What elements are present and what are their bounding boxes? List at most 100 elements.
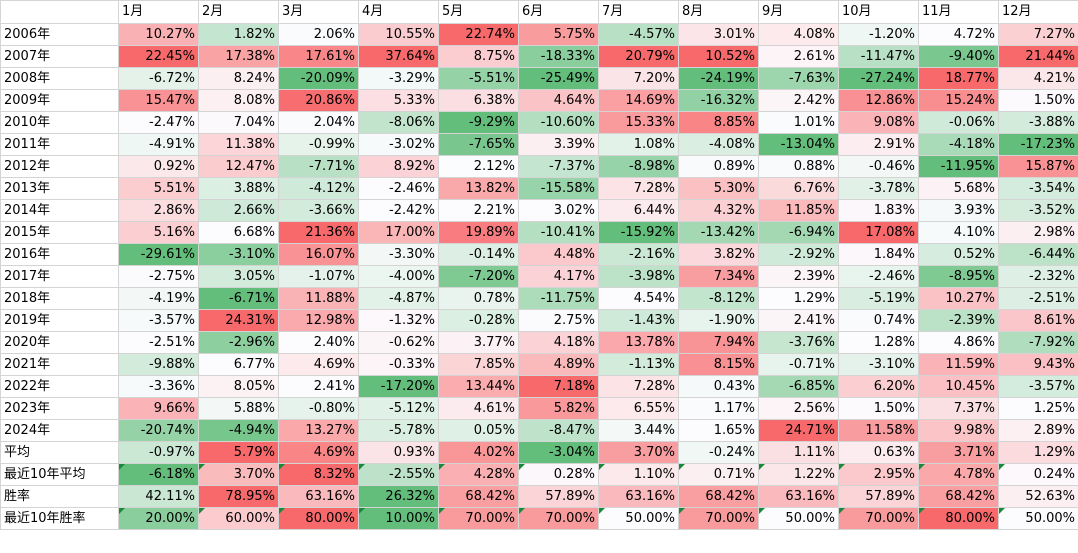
average-cell[interactable]: 4.78% bbox=[918, 463, 999, 486]
year-label[interactable]: 2017年 bbox=[0, 265, 119, 288]
return-cell[interactable]: -20.74% bbox=[118, 419, 199, 442]
return-cell[interactable]: -11.75% bbox=[518, 287, 599, 310]
win-rate-cell[interactable]: 63.16% bbox=[758, 485, 839, 508]
return-cell[interactable]: 2.06% bbox=[278, 23, 359, 46]
return-cell[interactable]: -0.33% bbox=[358, 353, 439, 376]
win-rate-cell[interactable]: 68.42% bbox=[438, 485, 519, 508]
return-cell[interactable]: -1.13% bbox=[598, 353, 679, 376]
month-header-11[interactable]: 11月 bbox=[918, 0, 999, 24]
return-cell[interactable]: -6.85% bbox=[758, 375, 839, 398]
return-cell[interactable]: 4.21% bbox=[998, 67, 1078, 90]
return-cell[interactable]: 9.43% bbox=[998, 353, 1078, 376]
return-cell[interactable]: -4.08% bbox=[678, 133, 759, 156]
average-cell[interactable]: 1.29% bbox=[998, 441, 1078, 464]
return-cell[interactable]: -3.98% bbox=[598, 265, 679, 288]
year-label[interactable]: 2012年 bbox=[0, 155, 119, 178]
return-cell[interactable]: 4.32% bbox=[678, 199, 759, 222]
average-cell[interactable]: 4.28% bbox=[438, 463, 519, 486]
win-rate-cell[interactable]: 50.00% bbox=[598, 507, 679, 530]
return-cell[interactable]: -17.23% bbox=[998, 133, 1078, 156]
return-cell[interactable]: 0.74% bbox=[838, 309, 919, 332]
return-cell[interactable]: -2.75% bbox=[118, 265, 199, 288]
return-cell[interactable]: -7.37% bbox=[518, 155, 599, 178]
return-cell[interactable]: 1.65% bbox=[678, 419, 759, 442]
year-label[interactable]: 2024年 bbox=[0, 419, 119, 442]
return-cell[interactable]: -2.47% bbox=[118, 111, 199, 134]
return-cell[interactable]: -4.18% bbox=[918, 133, 999, 156]
return-cell[interactable]: -0.28% bbox=[438, 309, 519, 332]
return-cell[interactable]: -2.51% bbox=[998, 287, 1078, 310]
year-label[interactable]: 2009年 bbox=[0, 89, 119, 112]
return-cell[interactable]: 20.86% bbox=[278, 89, 359, 112]
month-header-3[interactable]: 3月 bbox=[278, 0, 359, 24]
year-label[interactable]: 2023年 bbox=[0, 397, 119, 420]
return-cell[interactable]: -3.54% bbox=[998, 177, 1078, 200]
return-cell[interactable]: -3.30% bbox=[358, 243, 439, 266]
return-cell[interactable]: 11.58% bbox=[838, 419, 919, 442]
return-cell[interactable]: 11.59% bbox=[918, 353, 999, 376]
return-cell[interactable]: 37.64% bbox=[358, 45, 439, 68]
return-cell[interactable]: 15.47% bbox=[118, 89, 199, 112]
return-cell[interactable]: -24.19% bbox=[678, 67, 759, 90]
return-cell[interactable]: -3.78% bbox=[838, 177, 919, 200]
win-rate-cell[interactable]: 60.00% bbox=[198, 507, 279, 530]
return-cell[interactable]: -0.06% bbox=[918, 111, 999, 134]
year-label[interactable]: 2016年 bbox=[0, 243, 119, 266]
return-cell[interactable]: 13.82% bbox=[438, 177, 519, 200]
return-cell[interactable]: -0.99% bbox=[278, 133, 359, 156]
return-cell[interactable]: 6.77% bbox=[198, 353, 279, 376]
return-cell[interactable]: -6.94% bbox=[758, 221, 839, 244]
return-cell[interactable]: -7.20% bbox=[438, 265, 519, 288]
return-cell[interactable]: -3.57% bbox=[998, 375, 1078, 398]
return-cell[interactable]: 10.52% bbox=[678, 45, 759, 68]
return-cell[interactable]: 1.84% bbox=[838, 243, 919, 266]
return-cell[interactable]: 7.20% bbox=[598, 67, 679, 90]
return-cell[interactable]: -6.72% bbox=[118, 67, 199, 90]
return-cell[interactable]: 5.88% bbox=[198, 397, 279, 420]
return-cell[interactable]: 4.48% bbox=[518, 243, 599, 266]
return-cell[interactable]: -3.36% bbox=[118, 375, 199, 398]
year-label[interactable]: 2014年 bbox=[0, 199, 119, 222]
average-cell[interactable]: -0.24% bbox=[678, 441, 759, 464]
return-cell[interactable]: -9.88% bbox=[118, 353, 199, 376]
month-header-8[interactable]: 8月 bbox=[678, 0, 759, 24]
return-cell[interactable]: 2.75% bbox=[518, 309, 599, 332]
return-cell[interactable]: 1.01% bbox=[758, 111, 839, 134]
return-cell[interactable]: -29.61% bbox=[118, 243, 199, 266]
return-cell[interactable]: 0.43% bbox=[678, 375, 759, 398]
year-label[interactable]: 2006年 bbox=[0, 23, 119, 46]
return-cell[interactable]: -8.12% bbox=[678, 287, 759, 310]
return-cell[interactable]: 1.28% bbox=[838, 331, 919, 354]
return-cell[interactable]: 6.20% bbox=[838, 375, 919, 398]
return-cell[interactable]: 8.24% bbox=[198, 67, 279, 90]
return-cell[interactable]: -2.39% bbox=[918, 309, 999, 332]
return-cell[interactable]: 12.98% bbox=[278, 309, 359, 332]
average-cell[interactable]: 3.70% bbox=[598, 441, 679, 464]
return-cell[interactable]: 11.88% bbox=[278, 287, 359, 310]
year-label[interactable]: 2011年 bbox=[0, 133, 119, 156]
year-label[interactable]: 2019年 bbox=[0, 309, 119, 332]
return-cell[interactable]: -7.71% bbox=[278, 155, 359, 178]
year-label[interactable]: 2018年 bbox=[0, 287, 119, 310]
return-cell[interactable]: 24.71% bbox=[758, 419, 839, 442]
return-cell[interactable]: 15.33% bbox=[598, 111, 679, 134]
win-rate-cell[interactable]: 68.42% bbox=[918, 485, 999, 508]
average-cell[interactable]: 0.28% bbox=[518, 463, 599, 486]
return-cell[interactable]: -8.47% bbox=[518, 419, 599, 442]
return-cell[interactable]: 0.89% bbox=[678, 155, 759, 178]
return-cell[interactable]: -8.98% bbox=[598, 155, 679, 178]
year-label[interactable]: 2020年 bbox=[0, 331, 119, 354]
return-cell[interactable]: -2.51% bbox=[118, 331, 199, 354]
return-cell[interactable]: -3.57% bbox=[118, 309, 199, 332]
average-cell[interactable]: 3.70% bbox=[198, 463, 279, 486]
win-rate-cell[interactable]: 42.11% bbox=[118, 485, 199, 508]
return-cell[interactable]: 3.39% bbox=[518, 133, 599, 156]
return-cell[interactable]: 2.21% bbox=[438, 199, 519, 222]
return-cell[interactable]: 4.72% bbox=[918, 23, 999, 46]
return-cell[interactable]: 14.69% bbox=[598, 89, 679, 112]
average-cell[interactable]: 3.71% bbox=[918, 441, 999, 464]
return-cell[interactable]: 1.50% bbox=[838, 397, 919, 420]
average-cell[interactable]: -3.04% bbox=[518, 441, 599, 464]
return-cell[interactable]: 4.69% bbox=[278, 353, 359, 376]
return-cell[interactable]: -27.24% bbox=[838, 67, 919, 90]
